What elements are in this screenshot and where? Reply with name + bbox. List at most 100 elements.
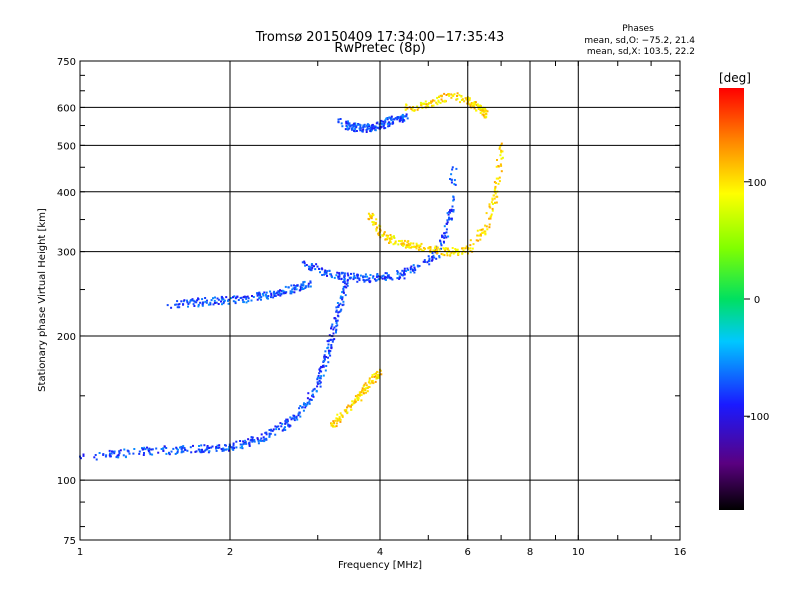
data-point	[345, 120, 348, 123]
data-point	[495, 201, 498, 204]
data-point	[286, 420, 289, 423]
data-point	[485, 116, 488, 118]
data-point	[363, 125, 366, 128]
data-point	[421, 102, 424, 105]
data-point	[392, 243, 395, 246]
data-point	[284, 422, 287, 425]
data-point	[232, 446, 235, 449]
data-point	[155, 447, 158, 450]
data-point	[307, 284, 310, 287]
data-point	[304, 286, 307, 289]
data-point	[401, 269, 404, 272]
data-point	[309, 398, 312, 401]
data-point	[446, 219, 449, 222]
data-point	[319, 377, 322, 380]
data-point	[442, 247, 445, 250]
data-point	[430, 100, 432, 103]
data-point	[228, 449, 230, 452]
data-point	[232, 444, 235, 447]
data-point	[469, 249, 472, 252]
data-point	[409, 271, 412, 274]
data-point	[417, 248, 420, 251]
data-point	[358, 393, 361, 395]
data-point	[440, 244, 443, 247]
data-point	[123, 448, 126, 451]
data-point	[428, 258, 431, 261]
data-point	[394, 240, 397, 243]
data-point	[186, 449, 189, 452]
data-point	[332, 332, 335, 335]
data-point	[213, 299, 216, 302]
data-point	[358, 127, 361, 130]
y-tick-label: 750	[57, 57, 76, 68]
data-point	[371, 374, 374, 377]
data-point	[491, 197, 494, 200]
data-point	[193, 300, 196, 303]
data-point	[343, 282, 346, 285]
data-point	[225, 448, 228, 451]
data-point	[302, 288, 305, 290]
data-point	[273, 290, 276, 293]
data-point	[93, 456, 96, 459]
data-point	[210, 446, 213, 449]
data-point	[416, 105, 419, 108]
data-point	[388, 276, 391, 279]
data-point	[472, 105, 475, 108]
data-point	[245, 297, 248, 300]
data-point	[307, 282, 310, 285]
data-point	[464, 247, 467, 250]
data-point	[365, 387, 368, 390]
data-point	[399, 115, 402, 118]
data-point	[369, 274, 372, 276]
data-point	[110, 452, 113, 455]
data-point	[232, 300, 235, 303]
data-point	[446, 247, 449, 250]
data-point	[403, 277, 406, 280]
data-point	[249, 439, 252, 442]
data-point	[484, 224, 487, 227]
data-point	[437, 99, 440, 102]
data-point	[319, 385, 322, 388]
data-point	[456, 92, 459, 95]
data-point	[334, 419, 337, 422]
data-point	[443, 248, 446, 251]
data-point	[318, 267, 320, 270]
data-point	[253, 439, 256, 441]
data-point	[443, 236, 446, 239]
data-point	[402, 119, 405, 121]
data-point	[343, 272, 346, 275]
data-point	[406, 267, 409, 270]
data-point	[366, 126, 369, 129]
data-point	[368, 280, 371, 283]
data-point	[232, 442, 235, 445]
data-point	[221, 449, 224, 452]
data-point	[498, 146, 501, 149]
data-point	[364, 279, 367, 282]
data-point	[259, 439, 262, 442]
data-point	[455, 98, 458, 101]
data-point	[324, 272, 327, 275]
data-point	[146, 446, 148, 449]
data-point	[268, 435, 271, 438]
data-point	[354, 400, 357, 403]
data-point	[428, 257, 431, 260]
data-point	[337, 311, 340, 314]
data-point	[364, 382, 367, 385]
data-point	[369, 215, 372, 218]
data-point	[212, 297, 214, 300]
data-point	[479, 112, 482, 114]
data-point	[232, 448, 235, 451]
data-point	[174, 303, 177, 306]
data-point	[245, 301, 248, 304]
data-point	[461, 247, 463, 250]
data-point	[324, 369, 327, 372]
data-point	[371, 381, 374, 384]
data-point	[351, 400, 354, 403]
colorbar-label: [deg]	[719, 71, 751, 85]
data-point	[294, 285, 297, 288]
data-point	[500, 164, 503, 167]
data-point	[116, 454, 119, 457]
data-point	[180, 300, 183, 303]
data-point	[375, 218, 378, 221]
data-point	[206, 445, 209, 447]
